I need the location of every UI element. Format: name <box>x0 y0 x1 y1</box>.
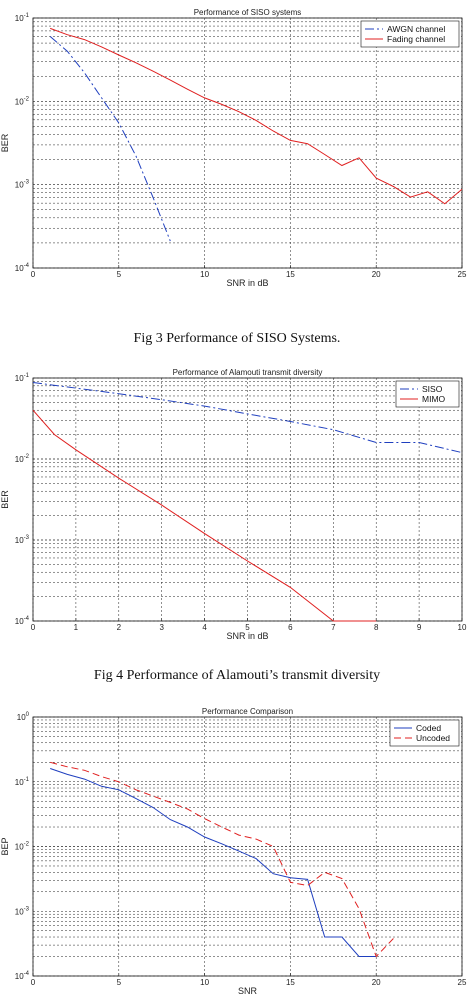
y-tick-label: 10-4 <box>15 263 30 273</box>
x-tick-label: 25 <box>458 978 467 987</box>
y-tick-base: 10 <box>15 617 24 626</box>
y-tick-base: 10 <box>15 374 24 383</box>
y-tick-label: 10-2 <box>15 454 30 464</box>
x-tick-label: 9 <box>417 623 422 632</box>
axes-frame <box>32 17 463 269</box>
x-tick-label: 8 <box>374 623 379 632</box>
x-tick-label: 25 <box>458 270 467 279</box>
x-tick-label: 3 <box>159 623 164 632</box>
y-tick-exponent: -3 <box>24 535 30 541</box>
y-tick-label: 10-4 <box>15 971 30 981</box>
legend-box <box>395 380 460 408</box>
siso-chart: 0 5 10 15 20 25 10-1 10-2 10-3 10-4 Performance of… <box>0 0 474 292</box>
comparison-chart-svg: 0 5 10 15 20 2510010-110-210-310-4Performance… <box>0 707 467 996</box>
y-tick-base: 10 <box>17 713 26 722</box>
y-tick-base: 10 <box>15 907 24 916</box>
x-tick-label: 15 <box>286 978 295 987</box>
y-axis-label: BER <box>0 490 10 509</box>
y-tick-exponent: 0 <box>26 712 30 718</box>
y-tick-exponent: -4 <box>24 263 30 269</box>
alamouti-chart-svg: 0 1 2 3 4 5 6 7 8 9 1010-110-210-310-4Performance … <box>0 368 467 641</box>
y-tick-label: 100 <box>17 712 30 722</box>
x-tick-label: 7 <box>331 623 336 632</box>
y-tick-label: 10-2 <box>15 842 30 852</box>
chart-title: Performance Comparison <box>202 707 293 716</box>
y-tick-base: 10 <box>15 14 24 23</box>
x-tick-label: 10 <box>200 270 209 279</box>
legend-label: Fading channel <box>387 34 445 44</box>
y-tick-label: 10-3 <box>15 535 30 545</box>
y-tick-base: 10 <box>15 97 24 106</box>
legend-label: SISO <box>422 384 443 394</box>
y-tick-base: 10 <box>15 455 24 464</box>
x-tick-label: 20 <box>372 978 381 987</box>
y-tick-base: 10 <box>15 778 24 787</box>
y-tick-exponent: -2 <box>24 842 30 848</box>
y-tick-exponent: -1 <box>24 13 30 19</box>
y-tick-exponent: -1 <box>24 373 30 379</box>
series-line <box>50 27 463 205</box>
x-tick-label: 5 <box>117 978 122 987</box>
alamouti-chart: 0 1 2 3 4 5 6 7 8 9 10 10-1 10-2 10-3 10-4 Performance … <box>0 365 474 647</box>
y-tick-base: 10 <box>15 181 24 190</box>
legend-label: MIMO <box>422 394 446 404</box>
y-tick-exponent: -2 <box>24 454 30 460</box>
y-tick-base: 10 <box>15 536 24 545</box>
y-tick-base: 10 <box>15 972 24 981</box>
fig4-caption: Fig 4 Performance of Alamouti’s transmit… <box>93 668 381 683</box>
y-axis-label: BEP <box>0 837 10 855</box>
legend-label: Coded <box>416 723 441 733</box>
x-tick-label: 6 <box>288 623 293 632</box>
y-tick-label: 10-1 <box>15 777 30 787</box>
x-tick-label: 2 <box>117 623 122 632</box>
y-tick-base: 10 <box>15 264 24 273</box>
x-tick-label: 15 <box>286 270 295 279</box>
plot-area <box>33 18 462 268</box>
y-tick-label: 10-1 <box>15 13 30 23</box>
x-axis-label: SNR in dB <box>226 631 268 641</box>
x-tick-label: 1 <box>74 623 79 632</box>
x-tick-label: 0 <box>31 270 36 279</box>
y-tick-label: 10-3 <box>15 180 30 190</box>
x-tick-label: 0 <box>31 623 36 632</box>
legend-box <box>360 20 460 48</box>
x-tick-label: 5 <box>245 623 250 632</box>
x-axis-label: SNR in dB <box>226 278 268 288</box>
x-tick-label: 10 <box>458 623 467 632</box>
y-tick-exponent: -4 <box>24 971 30 977</box>
y-tick-exponent: -3 <box>24 180 30 186</box>
series-line <box>32 382 463 454</box>
axes-frame <box>32 716 463 977</box>
y-axis-label: BER <box>0 133 10 152</box>
series-line <box>32 409 377 622</box>
y-tick-base: 10 <box>15 843 24 852</box>
y-tick-exponent: -2 <box>24 96 30 102</box>
series-line <box>50 761 394 958</box>
legend-label: AWGN channel <box>387 24 445 34</box>
x-tick-label: 5 <box>117 270 122 279</box>
y-tick-exponent: -3 <box>24 906 30 912</box>
legend-box <box>389 719 460 747</box>
y-tick-exponent: -1 <box>24 777 30 783</box>
legend-label: Uncoded <box>416 733 450 743</box>
y-tick-exponent: -4 <box>24 616 30 622</box>
fig3-caption: Fig 3 Performance of SISO Systems. <box>133 331 341 346</box>
x-axis-label: SNR <box>238 986 258 996</box>
chart-title: Performance of Alamouti transmit diversi… <box>173 368 323 377</box>
y-tick-label: 10-3 <box>15 906 30 916</box>
x-tick-label: 4 <box>202 623 207 632</box>
comparison-chart: 0 5 10 15 20 25 100 10-1 10-2 10-3 10-4 Performance… <box>0 704 474 998</box>
chart-title: Performance of SISO systems <box>194 8 302 17</box>
y-tick-label: 10-1 <box>15 373 30 383</box>
x-tick-label: 20 <box>372 270 381 279</box>
x-tick-label: 0 <box>31 978 36 987</box>
x-tick-label: 10 <box>200 978 209 987</box>
y-tick-label: 10-4 <box>15 616 30 626</box>
series-line <box>50 768 377 957</box>
y-tick-label: 10-2 <box>15 96 30 106</box>
